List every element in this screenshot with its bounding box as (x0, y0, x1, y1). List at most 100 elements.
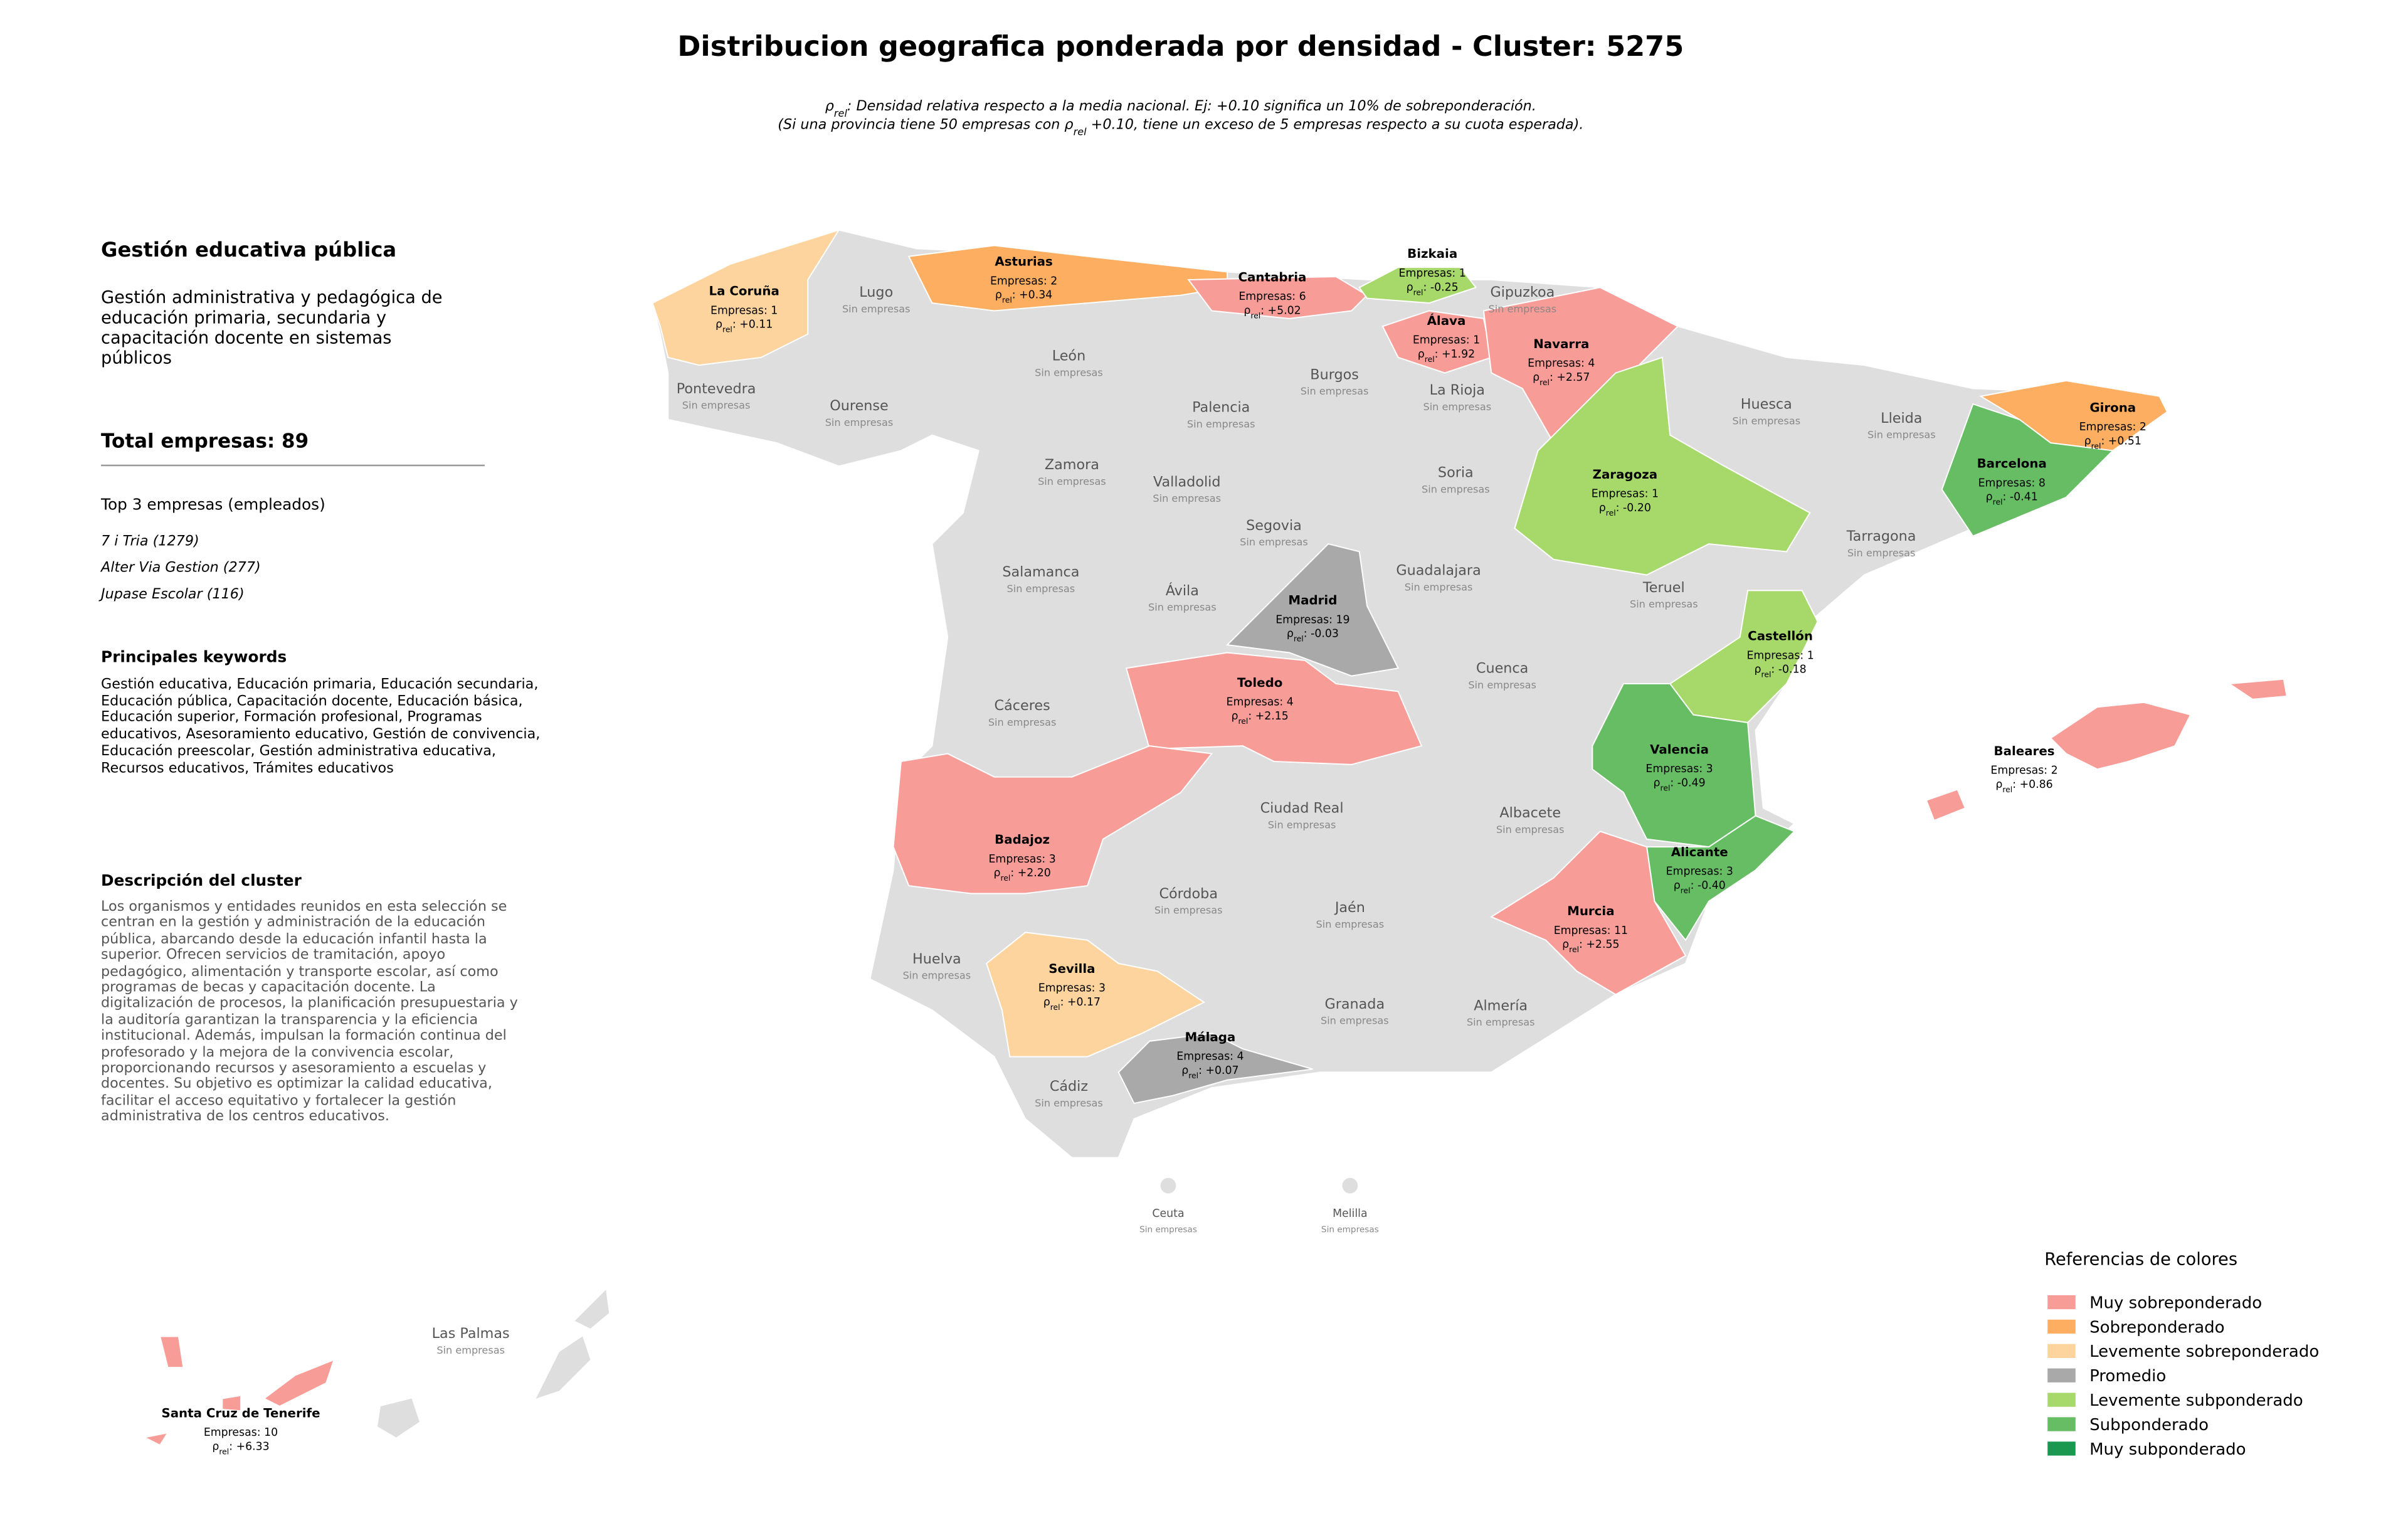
rho-sep: : (2012, 778, 2019, 791)
province-name: Granada (1324, 996, 1385, 1012)
rho-value: -0.40 (1698, 879, 1726, 892)
province-shape (1226, 543, 1400, 677)
subscript: rel (834, 107, 848, 119)
rho-sep: : (1010, 867, 1017, 879)
province-name: Bizkaia (1407, 247, 1457, 261)
province-rho: ρrel: +2.55 (1562, 938, 1619, 954)
rho-sep: : (2101, 435, 2108, 448)
province-name: Murcia (1567, 904, 1614, 918)
province-count: Empresas: 3 (988, 853, 1055, 866)
province-name: Castellón (1748, 629, 1813, 644)
province-rho: ρrel: +0.51 (2084, 435, 2141, 451)
legend-swatch (2047, 1344, 2076, 1358)
province-name: La Rioja (1430, 382, 1485, 398)
rho-symbol: ρ (993, 867, 1000, 879)
rho-sep: : (732, 319, 739, 331)
province-shape (1514, 356, 1811, 576)
rho-value: +0.11 (739, 319, 773, 331)
province-rho: ρrel: +0.86 (1995, 778, 2052, 794)
province-note: Sin empresas (1035, 1097, 1103, 1109)
province-name: Ciudad Real (1260, 800, 1344, 817)
rho-sub: rel (2091, 442, 2101, 451)
rho-symbol: ρ (1533, 371, 1539, 384)
province-note: Sin empresas (1007, 583, 1075, 595)
rho-value: +0.17 (1067, 996, 1101, 1009)
rho-sub: rel (1606, 509, 1616, 517)
sidebar-heading: Gestión educativa pública (101, 239, 397, 263)
province-name: Ávila (1166, 581, 1199, 599)
province-name: Cantabria (1238, 270, 1307, 284)
province-name: Valencia (1650, 743, 1709, 757)
rho-sub: rel (219, 1447, 229, 1456)
province-note: Sin empresas (1153, 492, 1221, 504)
province-shape (1187, 275, 1368, 319)
province-name: Huesca (1741, 396, 1792, 413)
province-name: León (1052, 348, 1085, 364)
province-rho: ρrel: +6.33 (212, 1440, 269, 1456)
province-name: Lugo (859, 284, 893, 300)
rho-value: -0.18 (1778, 664, 1807, 676)
province-note: Sin empresas (1154, 905, 1223, 916)
subtitle-part: +0.10, tiene un exceso de 5 empresas res… (1087, 117, 1584, 133)
rho-sub: rel (1661, 784, 1671, 793)
province-rho: ρrel: +2.20 (993, 867, 1050, 883)
province-name: Burgos (1310, 366, 1359, 383)
rho-sep: : (1579, 938, 1586, 951)
province-rho: ρrel: +1.92 (1418, 348, 1475, 364)
province-name: Navarra (1533, 337, 1589, 351)
province-shape (142, 1431, 169, 1446)
subscript: rel (1074, 125, 1087, 137)
rho-sub: rel (1050, 1003, 1060, 1012)
rho-sep: : (229, 1440, 236, 1453)
province-name: Salamanca (1002, 564, 1079, 580)
province-name: Cáceres (995, 698, 1050, 714)
province-shape (2049, 701, 2192, 770)
province-note: Sin empresas (1468, 679, 1536, 691)
top-item: Jupase Escolar (116) (101, 587, 245, 603)
subtitle-part: ρ (825, 98, 834, 114)
province-rho: ρrel: +2.15 (1231, 710, 1288, 726)
subtitle: ρrel: Densidad relativa respecto a la me… (825, 98, 1536, 119)
province-name: Badajoz (995, 832, 1050, 847)
rho-symbol: ρ (1674, 879, 1681, 892)
province-shape (1645, 815, 1796, 942)
total: Total empresas: 89 (101, 428, 309, 452)
province-name: Jaén (1334, 899, 1365, 916)
rho-sep: : (1771, 664, 1778, 676)
legend-swatch (2047, 1368, 2076, 1382)
rho-sep: : (1616, 502, 1623, 514)
province-name: Lleida (1881, 410, 1922, 427)
province-name: Zaragoza (1593, 467, 1658, 482)
rho-symbol: ρ (212, 1440, 219, 1453)
rho-symbol: ρ (1599, 502, 1606, 514)
province-count: Empresas: 2 (2079, 421, 2147, 433)
province-count: Empresas: 1 (1746, 649, 1814, 662)
province-note: Sin empresas (1321, 1015, 1389, 1027)
province-count: Empresas: 1 (710, 304, 778, 317)
rho-symbol: ρ (1986, 491, 1993, 504)
cluster-title: Descripción del cluster (101, 873, 302, 891)
province-rho: ρrel: -0.25 (1407, 281, 1459, 297)
province-name: Córdoba (1159, 886, 1218, 902)
rho-value: +1.92 (1442, 348, 1475, 361)
province-note: Sin empresas (1489, 303, 1557, 315)
province-shape (1941, 403, 2115, 537)
province-shape (1358, 267, 1477, 304)
rho-sep: : (1423, 281, 1430, 294)
province-count: Empresas: 3 (1666, 866, 1733, 878)
province-note: Sin empresas (1405, 581, 1473, 593)
province-note: Sin empresas (1847, 547, 1916, 559)
province-shape (652, 228, 841, 366)
province-name: Girona (2089, 401, 2136, 415)
rho-sub: rel (1250, 311, 1260, 320)
legend-swatch (2047, 1393, 2076, 1407)
rho-symbol: ρ (995, 289, 1002, 302)
divider (101, 464, 485, 467)
province-rho: ρrel: +0.11 (716, 319, 773, 334)
province-shape (263, 1358, 335, 1408)
legend-label: Levemente sobreponderado (2089, 1342, 2319, 1361)
legend-swatch (2047, 1441, 2076, 1456)
rho-sub: rel (1002, 296, 1012, 305)
rho-symbol: ρ (1287, 628, 1294, 640)
